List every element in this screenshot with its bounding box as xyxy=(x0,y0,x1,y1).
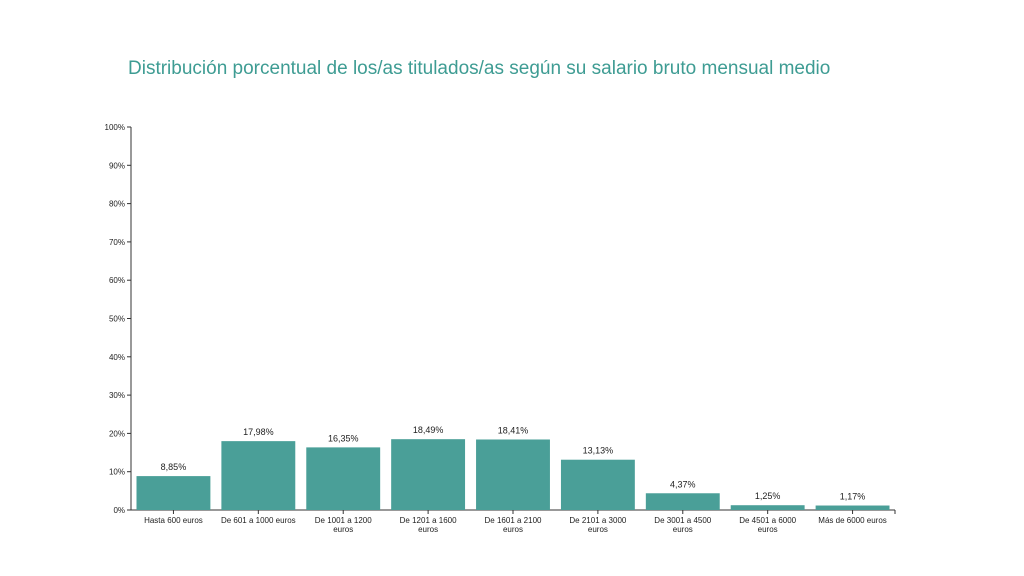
y-tick-label: 50% xyxy=(109,315,125,324)
y-tick-label: 0% xyxy=(113,506,125,515)
x-tick-label: De 1201 a 1600 xyxy=(400,516,457,525)
x-tick-label: De 1001 a 1200 xyxy=(315,516,372,525)
data-label: 8,85% xyxy=(161,462,187,472)
bar xyxy=(391,439,466,510)
data-label: 17,98% xyxy=(243,427,274,437)
bar xyxy=(645,493,720,510)
x-tick-label: euros xyxy=(588,525,608,534)
x-tick-label: De 3001 a 4500 xyxy=(654,516,711,525)
x-tick-label: Hasta 600 euros xyxy=(144,516,203,525)
x-tick-label: De 1601 a 2100 xyxy=(485,516,542,525)
data-label: 4,37% xyxy=(670,479,696,489)
bar xyxy=(730,505,805,510)
bar xyxy=(815,505,890,510)
bar xyxy=(221,441,296,510)
x-tick-label: euros xyxy=(673,525,693,534)
data-label: 1,17% xyxy=(840,492,866,502)
y-tick-label: 30% xyxy=(109,391,125,400)
y-tick-label: 80% xyxy=(109,200,125,209)
bar xyxy=(136,476,211,510)
x-tick-label: De 601 a 1000 euros xyxy=(221,516,296,525)
data-label: 18,49% xyxy=(413,425,444,435)
data-label: 1,25% xyxy=(755,491,781,501)
y-tick-label: 90% xyxy=(109,161,125,170)
x-tick-label: De 2101 a 3000 xyxy=(569,516,626,525)
data-label: 18,41% xyxy=(498,425,529,435)
y-tick-label: 40% xyxy=(109,353,125,362)
y-tick-label: 100% xyxy=(105,123,125,132)
x-tick-label: Más de 6000 euros xyxy=(818,516,887,525)
bar xyxy=(306,447,381,510)
x-tick-label: De 4501 a 6000 xyxy=(739,516,796,525)
bar xyxy=(560,459,635,510)
y-tick-label: 10% xyxy=(109,468,125,477)
y-tick-label: 60% xyxy=(109,276,125,285)
x-tick-label: euros xyxy=(503,525,523,534)
x-tick-label: euros xyxy=(758,525,778,534)
y-tick-label: 20% xyxy=(109,429,125,438)
x-tick-label: euros xyxy=(333,525,353,534)
x-tick-label: euros xyxy=(418,525,438,534)
bar xyxy=(476,439,550,510)
data-label: 13,13% xyxy=(583,446,614,456)
data-label: 16,35% xyxy=(328,433,359,443)
y-tick-label: 70% xyxy=(109,238,125,247)
chart-title: Distribución porcentual de los/as titula… xyxy=(128,58,831,79)
